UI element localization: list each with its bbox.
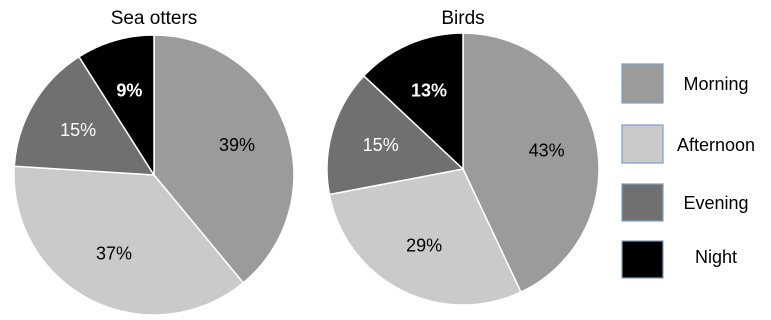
legend-swatch-night xyxy=(621,240,664,279)
birds-slice-night xyxy=(362,32,464,171)
legend-item-night: Night xyxy=(621,240,737,279)
birds-label-night: 13% xyxy=(411,80,447,100)
legend-label-night: Night xyxy=(695,247,737,267)
legend-swatch-afternoon xyxy=(621,124,664,164)
sea-otters-label-evening: 15% xyxy=(60,120,96,140)
birds-pie-title: Birds xyxy=(441,8,484,29)
legend-item-evening: Evening xyxy=(621,183,749,222)
birds-label-afternoon: 29% xyxy=(406,235,442,255)
legend: Morning Afternoon Evening Night xyxy=(621,63,755,279)
sea-otters-label-morning: 39% xyxy=(219,135,255,155)
birds-slice-morning xyxy=(462,32,600,294)
legend-item-morning: Morning xyxy=(621,63,749,104)
sea-otters-label-night: 9% xyxy=(116,80,142,100)
legend-label-afternoon: Afternoon xyxy=(677,135,755,155)
sea-otters-pie-title: Sea otters xyxy=(111,8,198,29)
legend-swatch-morning xyxy=(621,63,664,104)
sea-otters-label-afternoon: 37% xyxy=(96,244,132,264)
birds-pie: Birds 43% 29% 15% 13% xyxy=(326,8,600,306)
legend-swatch-evening xyxy=(621,183,664,222)
sea-otters-slice-night xyxy=(77,34,155,178)
sea-otters-pie: Sea otters 39% 37% 15% 9% xyxy=(13,8,295,316)
birds-slice-evening xyxy=(326,74,465,196)
sea-otters-slice-afternoon xyxy=(13,165,245,316)
sea-otters-slice-morning xyxy=(153,34,295,284)
legend-label-evening: Evening xyxy=(683,193,748,213)
birds-label-evening: 15% xyxy=(363,135,399,155)
birds-label-morning: 43% xyxy=(529,140,565,160)
birds-slice-afternoon xyxy=(328,168,522,306)
legend-item-afternoon: Afternoon xyxy=(621,124,755,164)
legend-label-morning: Morning xyxy=(683,74,748,94)
sea-otters-slice-evening xyxy=(13,55,156,176)
